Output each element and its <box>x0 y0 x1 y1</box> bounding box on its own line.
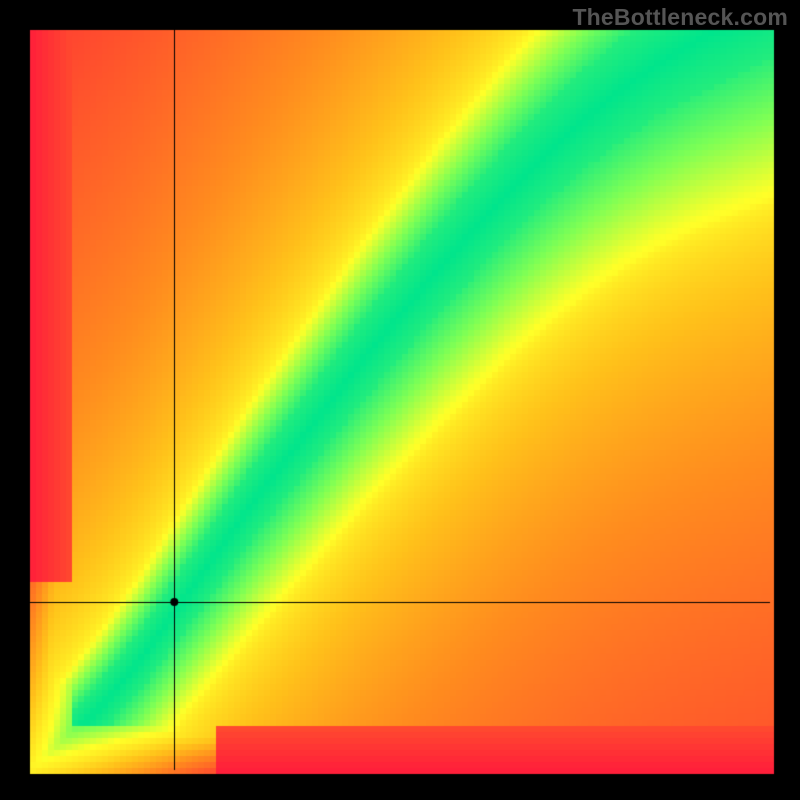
watermark-text: TheBottleneck.com <box>572 4 788 31</box>
bottleneck-heatmap <box>0 0 800 800</box>
